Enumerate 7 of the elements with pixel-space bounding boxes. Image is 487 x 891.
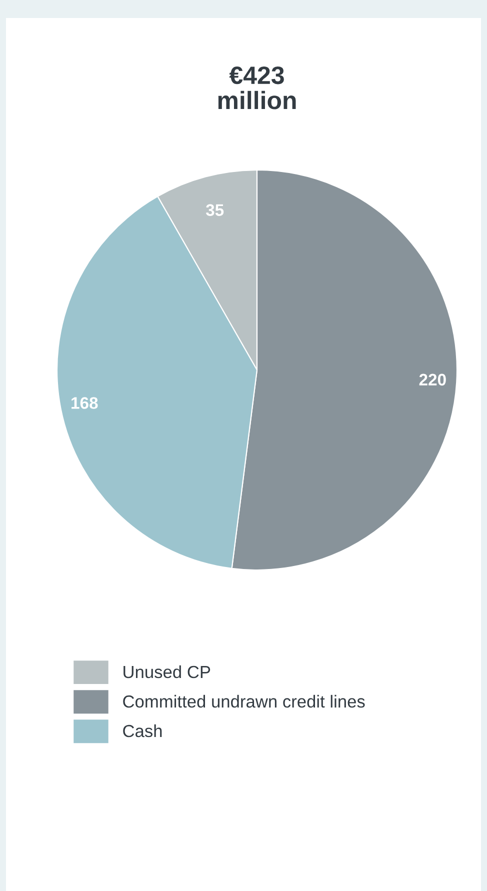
data-label: 168 (72, 397, 98, 409)
data-label: 35 (206, 204, 224, 216)
legend-label: Cash (123, 724, 162, 738)
legend-label: Unused CP (124, 665, 210, 678)
data-label: 220 (419, 374, 446, 386)
legend-label: Committed undrawn credit lines (123, 694, 365, 708)
chart-title: €423 million (218, 66, 296, 110)
